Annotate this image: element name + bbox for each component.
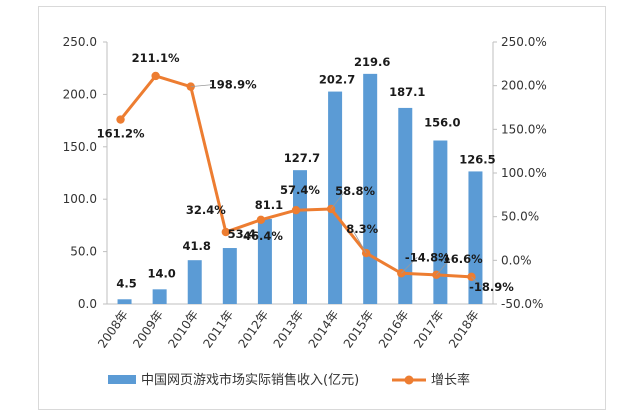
growth-rate-label: -18.9% <box>469 280 514 294</box>
bar <box>398 107 413 305</box>
bar-value-label: 14.0 <box>147 266 175 280</box>
growth-point <box>326 204 336 214</box>
left-tick-label: 50.0 <box>70 245 97 259</box>
bar-value-label: 127.7 <box>284 151 320 165</box>
right-tick-label: 250.0% <box>501 35 547 49</box>
bar-value-label: 81.1 <box>255 198 283 212</box>
category-label: 2008年 <box>95 308 131 351</box>
growth-rate-label: 8.3% <box>346 222 378 236</box>
category-label: 2015年 <box>341 308 377 351</box>
growth-rate-label: 211.1% <box>132 51 180 65</box>
line-series <box>116 71 476 282</box>
category-label: 2014年 <box>306 308 342 351</box>
category-label: 2017年 <box>411 308 447 351</box>
growth-point <box>116 115 125 124</box>
label-leader <box>351 228 367 254</box>
growth-rate-label: 198.9% <box>209 78 257 92</box>
bar-value-label: 4.5 <box>116 276 136 290</box>
category-label: 2011年 <box>200 308 236 351</box>
legend: 中国网页游戏市场实际销售收入(亿元) 增长率 <box>108 372 470 388</box>
label-leader <box>190 84 213 88</box>
data-labels: 4.5 14.0 41.8 53.4 81.1 127.7 202.7 219.6 187.1 1… <box>97 51 515 294</box>
bar-value-label: 126.5 <box>459 152 495 166</box>
growth-rate-label: 32.4% <box>186 203 226 217</box>
growth-rate-label: 57.4% <box>280 183 320 197</box>
legend-bar-swatch <box>108 375 136 384</box>
right-tick-label: 150.0% <box>501 122 547 136</box>
legend-line-label: 增长率 <box>431 372 470 388</box>
growth-point <box>221 227 231 237</box>
legend-line-marker <box>404 375 414 385</box>
growth-rate-label: 46.4% <box>243 229 283 243</box>
right-tick-label: 200.0% <box>501 79 547 93</box>
bar <box>293 170 307 304</box>
bar <box>257 219 272 304</box>
label-leader <box>400 256 418 274</box>
growth-point <box>256 215 266 225</box>
bar-value-label: 187.1 <box>389 85 425 99</box>
category-label: 2010年 <box>165 308 201 351</box>
left-tick-label: 100.0 <box>63 192 97 206</box>
label-leader <box>471 276 482 288</box>
growth-point <box>151 71 160 81</box>
left-tick-label: 0.0 <box>78 297 97 311</box>
category-label: 2012年 <box>235 308 271 351</box>
bar-value-label: 219.6 <box>354 55 390 69</box>
bar <box>152 289 167 304</box>
bar-value-label: 41.8 <box>183 239 211 253</box>
bar <box>187 260 202 304</box>
growth-rate-label: -14.8% <box>405 250 450 264</box>
growth-point <box>291 206 301 215</box>
bar <box>363 73 378 305</box>
left-tick-label: 250.0 <box>63 35 97 49</box>
left-tick-label: 200.0 <box>63 87 97 101</box>
legend-bar-label: 中国网页游戏市场实际销售收入(亿元) <box>141 372 359 388</box>
right-tick-label: 100.0% <box>501 166 547 180</box>
right-tick-label: 50.0% <box>501 210 539 224</box>
right-tick-label: 0.0% <box>501 253 532 267</box>
bar <box>328 91 343 304</box>
bar-value-label: 202.7 <box>319 73 355 87</box>
category-label: 2013年 <box>271 308 307 351</box>
category-label: 2016年 <box>376 308 412 351</box>
bar <box>433 140 448 304</box>
bar-series <box>117 73 483 305</box>
bar-value-label: 53.4 <box>228 227 256 241</box>
left-tick-label: 150.0 <box>63 140 97 154</box>
bar-value-label: 156.0 <box>424 116 460 130</box>
label-leader <box>330 190 346 210</box>
category-label: 2018年 <box>446 308 482 351</box>
growth-rate-label: -16.6% <box>438 252 483 266</box>
label-leader <box>436 258 451 276</box>
bar <box>222 248 237 304</box>
growth-rate-label: 58.8% <box>335 184 375 198</box>
category-label: 2009年 <box>130 308 166 351</box>
bar <box>468 171 483 304</box>
bar <box>117 299 132 304</box>
growth-rate-label: 161.2% <box>97 127 145 141</box>
right-tick-label: -50.0% <box>501 297 543 311</box>
